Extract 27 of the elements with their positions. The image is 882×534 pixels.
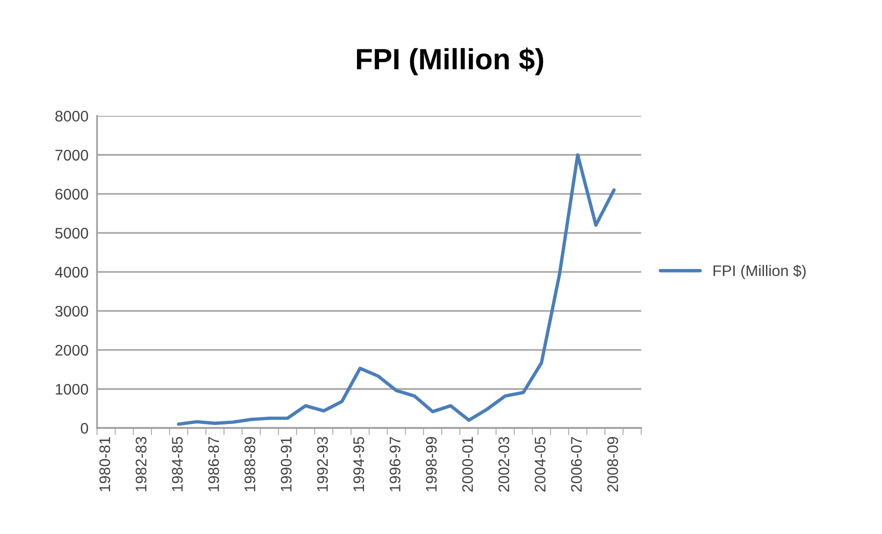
line-series: [176, 153, 616, 426]
x-tick-label: 1990-91: [280, 437, 292, 492]
x-tick-label: 2002-03: [498, 437, 510, 492]
y-tick-label: 0: [80, 422, 88, 434]
x-tick-label: 1994-95: [353, 436, 364, 492]
y-tick-label: 4000: [55, 266, 88, 278]
legend-label: FPI (Million $): [714, 264, 806, 280]
y-tick-label: 7000: [55, 150, 88, 161]
x-tick-label: 2004-05: [534, 436, 546, 492]
x-tick-label: 1992-93: [317, 437, 328, 492]
x-tick-label: 1980-81: [99, 437, 110, 492]
y-tick-label: 6000: [55, 188, 88, 200]
x-tick-label: 1986-87: [208, 437, 220, 492]
x-tick-label: 1988-89: [244, 437, 256, 492]
y-tick-label: 1000: [56, 384, 88, 395]
x-tick-label: 1996-97: [390, 437, 400, 492]
x-tick-label: 2006-07: [571, 437, 582, 492]
x-tick-label: 2008-09: [607, 437, 618, 492]
chart-title: FPI (Million $): [356, 48, 544, 76]
x-tick-label: 1998-99: [426, 437, 437, 492]
y-tick-label: 3000: [55, 306, 88, 317]
x-tick-label: 1984-85: [172, 436, 183, 492]
y-tick-label: 2000: [55, 344, 88, 356]
x-tick-label: 2000-01: [462, 437, 473, 492]
x-tick-label: 1982-83: [136, 437, 146, 492]
y-tick-label: 5000: [55, 228, 88, 239]
y-tick-label: 8000: [55, 110, 88, 122]
